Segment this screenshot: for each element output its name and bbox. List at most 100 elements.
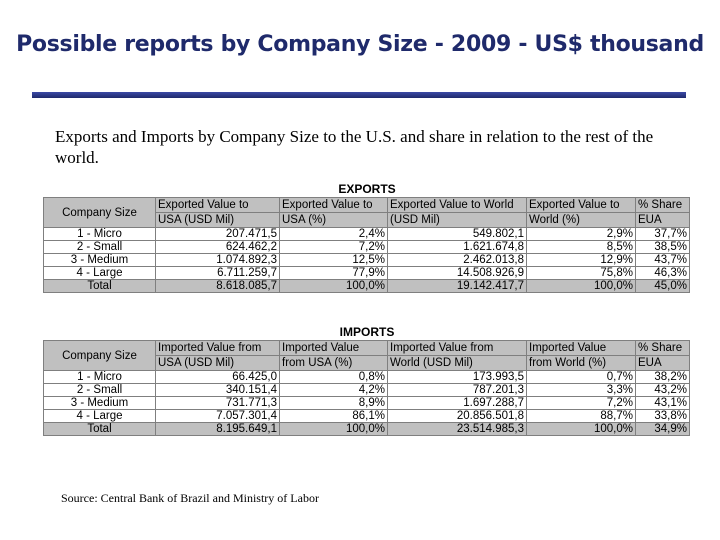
exports-header-cell: USA (%) <box>279 212 388 228</box>
table-cell: 33,8% <box>635 409 690 423</box>
table-cell: 20.856.501,8 <box>387 409 527 423</box>
table-row: 2 - Small 624.462,2 7,2% 1.621.674,8 8,5… <box>43 240 690 254</box>
table-row: 2 - Small 340.151,4 4,2% 787.201,3 3,3% … <box>43 383 690 397</box>
row-label: 1 - Micro <box>43 227 156 241</box>
row-label: 2 - Small <box>43 240 156 254</box>
table-cell: 100,0% <box>526 422 636 436</box>
row-label: 3 - Medium <box>43 253 156 267</box>
imports-header-cell: % Share <box>635 340 690 356</box>
table-cell: 207.471,5 <box>155 227 280 241</box>
table-cell: 8.195.649,1 <box>155 422 280 436</box>
imports-header-cell: Imported Value <box>526 340 636 356</box>
row-label: 3 - Medium <box>43 396 156 410</box>
table-cell: 173.993,5 <box>387 370 527 384</box>
exports-header-company-size: Company Size <box>43 197 156 228</box>
table-row: 4 - Large 7.057.301,4 86,1% 20.856.501,8… <box>43 409 690 423</box>
table-cell: 8,5% <box>526 240 636 254</box>
imports-header-cell: Imported Value from <box>387 340 527 356</box>
table-cell: 77,9% <box>279 266 388 280</box>
table-cell: 1.074.892,3 <box>155 253 280 267</box>
table-cell: 2.462.013,8 <box>387 253 527 267</box>
table-row: 3 - Medium 1.074.892,3 12,5% 2.462.013,8… <box>43 253 690 267</box>
table-cell: 43,1% <box>635 396 690 410</box>
imports-header-cell: Imported Value from <box>155 340 280 356</box>
row-label: Total <box>43 279 156 293</box>
table-cell: 12,5% <box>279 253 388 267</box>
imports-header-row-1: Company Size Imported Value from Importe… <box>43 340 690 371</box>
table-cell: 549.802,1 <box>387 227 527 241</box>
exports-header-cell: Exported Value to World <box>387 197 527 213</box>
imports-header-cell: EUA <box>635 355 690 371</box>
imports-header-cell: from World (%) <box>526 355 636 371</box>
row-label: 4 - Large <box>43 266 156 280</box>
imports-header-cell: World (USD Mil) <box>387 355 527 371</box>
table-cell: 1.621.674,8 <box>387 240 527 254</box>
exports-header-row-2: USA (USD Mil) USA (%) (USD Mil) World (%… <box>44 212 690 228</box>
row-label: 1 - Micro <box>43 370 156 384</box>
exports-table: Company Size Exported Value to Exported … <box>43 197 690 293</box>
title-underline-bar <box>32 92 686 98</box>
table-cell: 731.771,3 <box>155 396 280 410</box>
table-cell: 8,9% <box>279 396 388 410</box>
table-cell: 0,8% <box>279 370 388 384</box>
imports-header-cell: USA (USD Mil) <box>155 355 280 371</box>
row-label: Total <box>43 422 156 436</box>
table-cell: 38,2% <box>635 370 690 384</box>
imports-header-cell: from USA (%) <box>279 355 388 371</box>
table-cell: 3,3% <box>526 383 636 397</box>
intro-text: Exports and Imports by Company Size to t… <box>55 127 654 167</box>
table-cell: 0,7% <box>526 370 636 384</box>
table-cell: 100,0% <box>526 279 636 293</box>
table-cell: 19.142.417,7 <box>387 279 527 293</box>
table-cell: 66.425,0 <box>155 370 280 384</box>
table-cell: 100,0% <box>279 279 388 293</box>
page-title: Possible reports by Company Size - 2009 … <box>16 32 704 57</box>
table-cell: 1.697.288,7 <box>387 396 527 410</box>
table-cell: 86,1% <box>279 409 388 423</box>
table-cell: 787.201,3 <box>387 383 527 397</box>
table-row: 4 - Large 6.711.259,7 77,9% 14.508.926,9… <box>43 266 690 280</box>
table-cell: 43,7% <box>635 253 690 267</box>
table-cell: 45,0% <box>635 279 690 293</box>
total-row: Total 8.195.649,1 100,0% 23.514.985,3 10… <box>43 422 690 436</box>
table-cell: 6.711.259,7 <box>155 266 280 280</box>
table-row: 3 - Medium 731.771,3 8,9% 1.697.288,7 7,… <box>43 396 690 410</box>
table-cell: 75,8% <box>526 266 636 280</box>
row-label: 2 - Small <box>43 383 156 397</box>
table-row: 1 - Micro 207.471,5 2,4% 549.802,1 2,9% … <box>43 227 690 241</box>
exports-header-cell: Exported Value to <box>155 197 280 213</box>
exports-header-cell: (USD Mil) <box>387 212 527 228</box>
imports-header-cell: Imported Value <box>279 340 388 356</box>
exports-header-cell: Exported Value to <box>279 197 388 213</box>
table-cell: 46,3% <box>635 266 690 280</box>
total-row: Total 8.618.085,7 100,0% 19.142.417,7 10… <box>43 279 690 293</box>
table-cell: 7.057.301,4 <box>155 409 280 423</box>
table-cell: 12,9% <box>526 253 636 267</box>
exports-header-cell: % Share <box>635 197 690 213</box>
source-note: Source: Central Bank of Brazil and Minis… <box>61 491 319 505</box>
exports-header-cell: USA (USD Mil) <box>155 212 280 228</box>
table-cell: 7,2% <box>279 240 388 254</box>
exports-section-title: EXPORTS <box>338 182 396 196</box>
exports-header-row-1: Company Size Exported Value to Exported … <box>43 197 690 228</box>
table-row: 1 - Micro 66.425,0 0,8% 173.993,5 0,7% 3… <box>43 370 690 384</box>
exports-header-cell: EUA <box>635 212 690 228</box>
imports-table: Company Size Imported Value from Importe… <box>43 340 690 436</box>
table-cell: 37,7% <box>635 227 690 241</box>
table-cell: 624.462,2 <box>155 240 280 254</box>
row-label: 4 - Large <box>43 409 156 423</box>
table-cell: 100,0% <box>279 422 388 436</box>
table-cell: 2,4% <box>279 227 388 241</box>
table-cell: 23.514.985,3 <box>387 422 527 436</box>
imports-section-title: IMPORTS <box>339 325 395 339</box>
table-cell: 38,5% <box>635 240 690 254</box>
table-cell: 340.151,4 <box>155 383 280 397</box>
table-cell: 34,9% <box>635 422 690 436</box>
table-cell: 14.508.926,9 <box>387 266 527 280</box>
imports-header-company-size: Company Size <box>43 340 156 371</box>
table-cell: 43,2% <box>635 383 690 397</box>
exports-header-cell: World (%) <box>526 212 636 228</box>
table-cell: 88,7% <box>526 409 636 423</box>
exports-header-cell: Exported Value to <box>526 197 636 213</box>
table-cell: 4,2% <box>279 383 388 397</box>
